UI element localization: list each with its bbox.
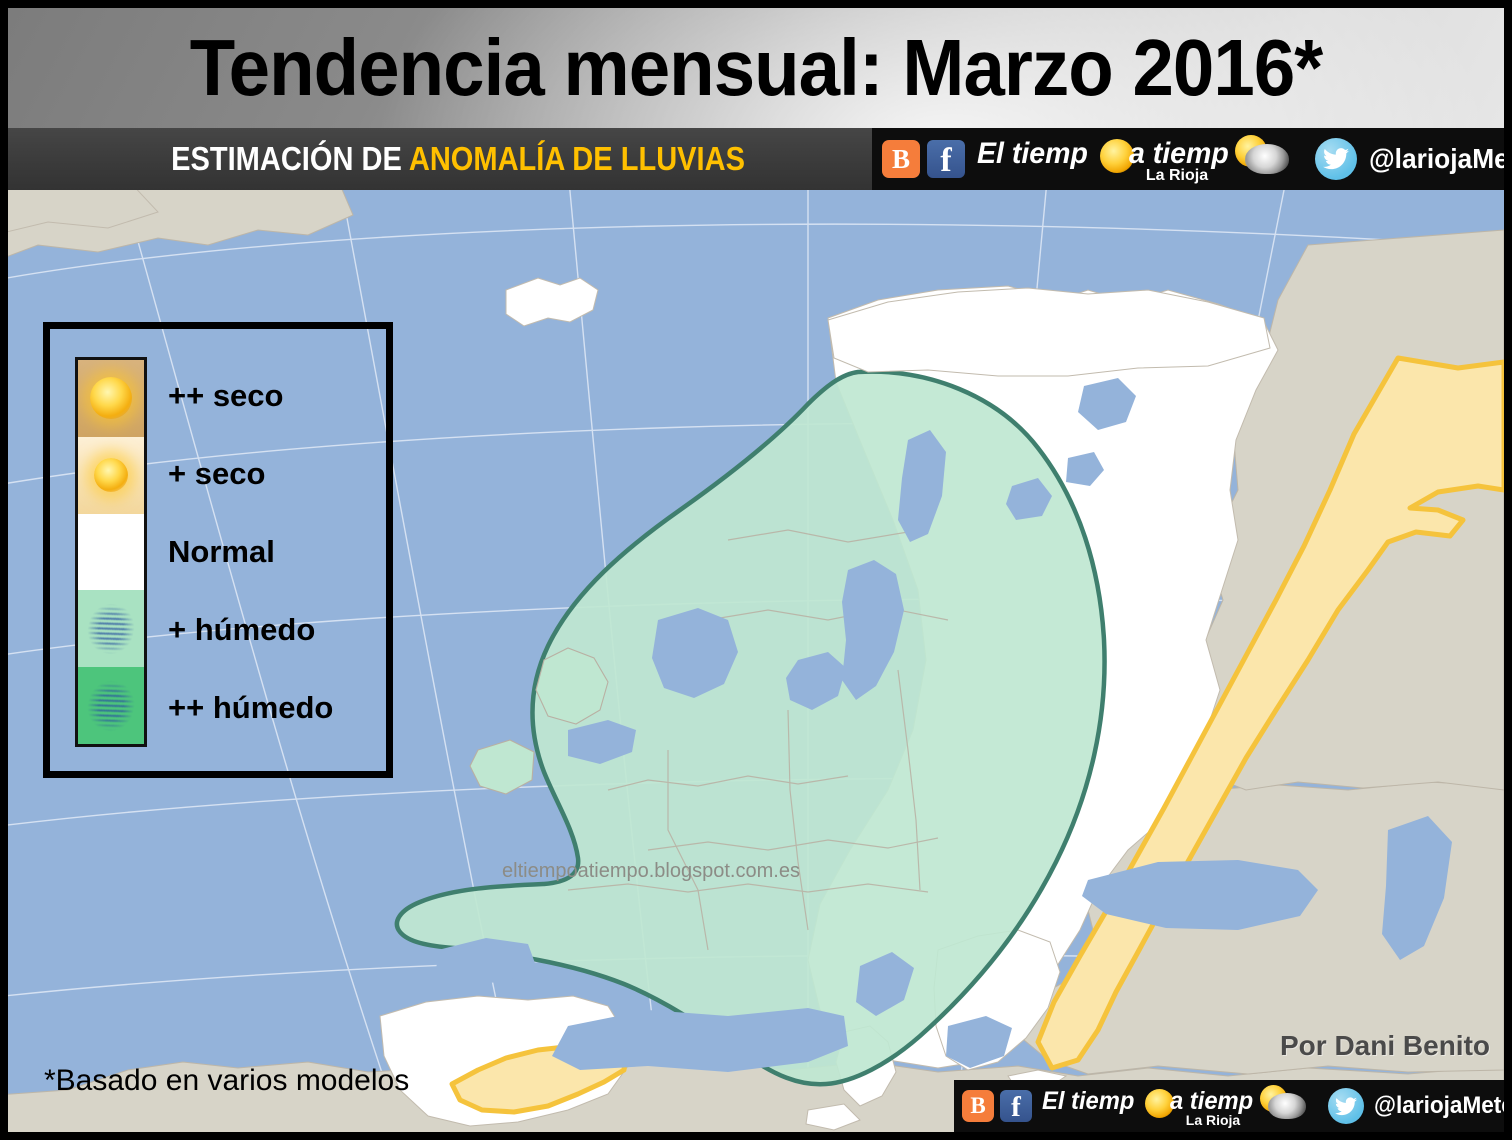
legend-item-label: ++ seco: [168, 378, 284, 413]
sun-icon: [94, 458, 128, 493]
legend-item-label: + seco: [168, 456, 266, 491]
social-badge-top: B f El tiemp a tiemp La Rioja @lariojaMe…: [872, 128, 1504, 190]
footnote-text: *Basado en varios modelos: [44, 1064, 410, 1097]
brand-logo[interactable]: El tiemp a tiemp La Rioja: [977, 131, 1297, 187]
brand-line-1: El tiemp: [977, 137, 1088, 171]
legend-swatch-seco-plus-plus: [78, 360, 144, 437]
blogger-glyph: B: [891, 143, 910, 174]
legend-item-label: + húmedo: [168, 612, 316, 647]
brand-line-2: a tiemp: [1129, 137, 1229, 171]
brand-line-2: a tiemp: [1170, 1087, 1253, 1116]
page-title: Tendencia mensual: Marzo 2016*: [189, 23, 1324, 112]
legend-swatch-humedo-plus: [78, 590, 144, 668]
twitter-handle[interactable]: @lariojaMeteo: [1369, 143, 1504, 174]
map-canvas: ++ seco + seco Normal + húmedo ++ húmedo: [8, 190, 1504, 1132]
subtitle-bar: ESTIMACIÓN DE ANOMALÍA DE LLUVIAS: [8, 128, 908, 190]
brand-region-label: La Rioja: [1145, 167, 1209, 184]
twitter-icon[interactable]: [1328, 1088, 1364, 1124]
rain-icon: [82, 675, 140, 736]
subtitle-yellow-part: ANOMALÍA DE LLUVIAS: [408, 140, 745, 177]
sun-icon-1: [1145, 1089, 1174, 1118]
rain-icon: [82, 598, 140, 659]
subtitle-white-part: ESTIMACIÓN DE: [171, 140, 402, 177]
title-bar: Tendencia mensual: Marzo 2016*: [8, 8, 1504, 128]
inland-seas: [436, 378, 1452, 1072]
twitter-icon[interactable]: [1315, 138, 1357, 180]
sun-icon-1: [1100, 139, 1134, 173]
legend-color-scale: [75, 357, 147, 747]
social-badge-bottom: B f El tiemp a tiemp La Rioja @lariojaMe…: [954, 1080, 1504, 1132]
brand-line-1: El tiemp: [1042, 1087, 1134, 1116]
blogger-icon[interactable]: B: [882, 140, 920, 178]
blogger-glyph: B: [970, 1093, 986, 1118]
legend-swatch-humedo-plus-plus: [78, 667, 144, 744]
storm-cloud-icon: [1245, 144, 1289, 174]
brand-text-part2: a tiemp: [1129, 137, 1229, 170]
brand-text-part1: El tiemp: [977, 137, 1088, 170]
legend-swatch-seco-plus: [78, 436, 144, 514]
twitter-handle[interactable]: @lariojaMeteo: [1374, 1092, 1504, 1119]
legend-box: ++ seco + seco Normal + húmedo ++ húmedo: [43, 322, 393, 778]
map-svg: [8, 190, 1504, 1132]
brand-logo[interactable]: El tiemp a tiemp La Rioja: [1042, 1082, 1314, 1130]
legend-item-label: ++ húmedo: [168, 690, 334, 725]
legend-swatch-normal: [78, 513, 144, 591]
sun-icon: [90, 377, 132, 420]
greenland-edge: [8, 190, 159, 233]
facebook-icon[interactable]: f: [927, 140, 965, 178]
subtitle: ESTIMACIÓN DE ANOMALÍA DE LLUVIAS: [171, 140, 745, 178]
storm-cloud-icon: [1268, 1093, 1306, 1119]
legend-item-label: Normal: [168, 534, 275, 569]
brand-text-part1: El tiemp: [1042, 1087, 1135, 1115]
blogger-icon[interactable]: B: [962, 1090, 994, 1122]
facebook-glyph: f: [940, 142, 952, 179]
brand-region-label: La Rioja: [1185, 1112, 1241, 1128]
country-borders: [567, 529, 949, 951]
site-watermark: eltiempoatiempo.blogspot.com.es: [502, 860, 800, 882]
author-credit: Por Dani Benito: [1280, 1030, 1491, 1061]
arctic-normal-cap: [827, 287, 1271, 377]
land-in-humid-zone: [469, 647, 609, 795]
facebook-glyph: f: [1011, 1091, 1021, 1123]
facebook-icon[interactable]: f: [1000, 1090, 1032, 1122]
legend-label-list: ++ seco + seco Normal + húmedo ++ húmedo: [168, 357, 388, 747]
brand-text-part2: a tiemp: [1170, 1087, 1254, 1115]
